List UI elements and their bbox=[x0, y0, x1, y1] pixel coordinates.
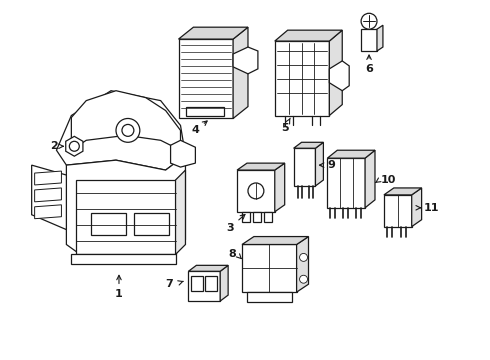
Bar bbox=[205, 276, 217, 291]
Circle shape bbox=[248, 183, 264, 199]
Bar bbox=[361, 29, 377, 51]
Polygon shape bbox=[237, 170, 275, 212]
Text: 8: 8 bbox=[228, 249, 236, 260]
Polygon shape bbox=[178, 27, 248, 39]
Polygon shape bbox=[242, 244, 296, 292]
Polygon shape bbox=[56, 91, 185, 170]
Polygon shape bbox=[233, 47, 258, 74]
Text: 10: 10 bbox=[381, 175, 396, 185]
Polygon shape bbox=[189, 271, 220, 301]
Bar bbox=[134, 213, 169, 235]
Text: 5: 5 bbox=[281, 118, 290, 134]
Polygon shape bbox=[377, 25, 383, 51]
Polygon shape bbox=[296, 237, 309, 292]
Text: 1: 1 bbox=[115, 275, 123, 299]
Polygon shape bbox=[329, 30, 342, 116]
Text: 3: 3 bbox=[226, 215, 245, 233]
Polygon shape bbox=[412, 188, 421, 227]
Text: 9: 9 bbox=[327, 160, 335, 170]
Polygon shape bbox=[327, 150, 375, 158]
Polygon shape bbox=[66, 136, 83, 156]
Circle shape bbox=[299, 253, 308, 261]
Polygon shape bbox=[384, 188, 421, 195]
Polygon shape bbox=[327, 158, 365, 208]
Polygon shape bbox=[76, 180, 175, 255]
Polygon shape bbox=[237, 163, 285, 170]
Text: 4: 4 bbox=[192, 121, 207, 135]
Polygon shape bbox=[32, 165, 66, 230]
Circle shape bbox=[299, 275, 308, 283]
Bar bbox=[264, 212, 272, 222]
Circle shape bbox=[361, 13, 377, 29]
Polygon shape bbox=[294, 142, 323, 148]
Polygon shape bbox=[384, 195, 412, 227]
Polygon shape bbox=[242, 237, 309, 244]
Polygon shape bbox=[178, 39, 233, 118]
Text: 11: 11 bbox=[424, 203, 439, 213]
Polygon shape bbox=[171, 140, 196, 167]
Text: 2: 2 bbox=[49, 141, 57, 151]
Bar bbox=[242, 212, 250, 222]
Polygon shape bbox=[189, 265, 228, 271]
Text: 6: 6 bbox=[365, 55, 373, 74]
Polygon shape bbox=[233, 27, 248, 118]
Polygon shape bbox=[72, 91, 180, 150]
Text: 7: 7 bbox=[165, 279, 172, 289]
Polygon shape bbox=[329, 61, 349, 91]
Bar bbox=[187, 107, 224, 117]
Polygon shape bbox=[247, 292, 292, 302]
Polygon shape bbox=[275, 163, 285, 212]
Polygon shape bbox=[275, 41, 329, 116]
Polygon shape bbox=[294, 148, 316, 186]
Circle shape bbox=[122, 125, 134, 136]
Polygon shape bbox=[35, 188, 61, 202]
Circle shape bbox=[116, 118, 140, 142]
Bar bbox=[253, 212, 261, 222]
Polygon shape bbox=[220, 265, 228, 301]
Bar bbox=[91, 213, 126, 235]
Polygon shape bbox=[175, 170, 185, 255]
Polygon shape bbox=[365, 150, 375, 208]
Polygon shape bbox=[316, 142, 323, 186]
Polygon shape bbox=[35, 171, 61, 185]
Bar bbox=[192, 276, 203, 291]
Polygon shape bbox=[35, 205, 61, 219]
Polygon shape bbox=[72, 255, 175, 264]
Circle shape bbox=[70, 141, 79, 151]
Polygon shape bbox=[275, 30, 342, 41]
Polygon shape bbox=[66, 155, 185, 262]
